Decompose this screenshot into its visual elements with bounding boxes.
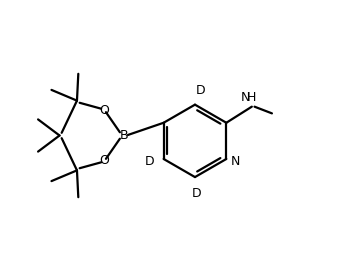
Text: H: H [246,91,256,104]
Text: B: B [120,129,128,142]
Text: N: N [231,155,241,168]
Text: N: N [241,91,250,104]
Text: D: D [145,155,154,168]
Text: O: O [99,154,109,167]
Text: O: O [99,104,109,117]
Text: D: D [196,84,205,96]
Text: D: D [192,187,201,200]
